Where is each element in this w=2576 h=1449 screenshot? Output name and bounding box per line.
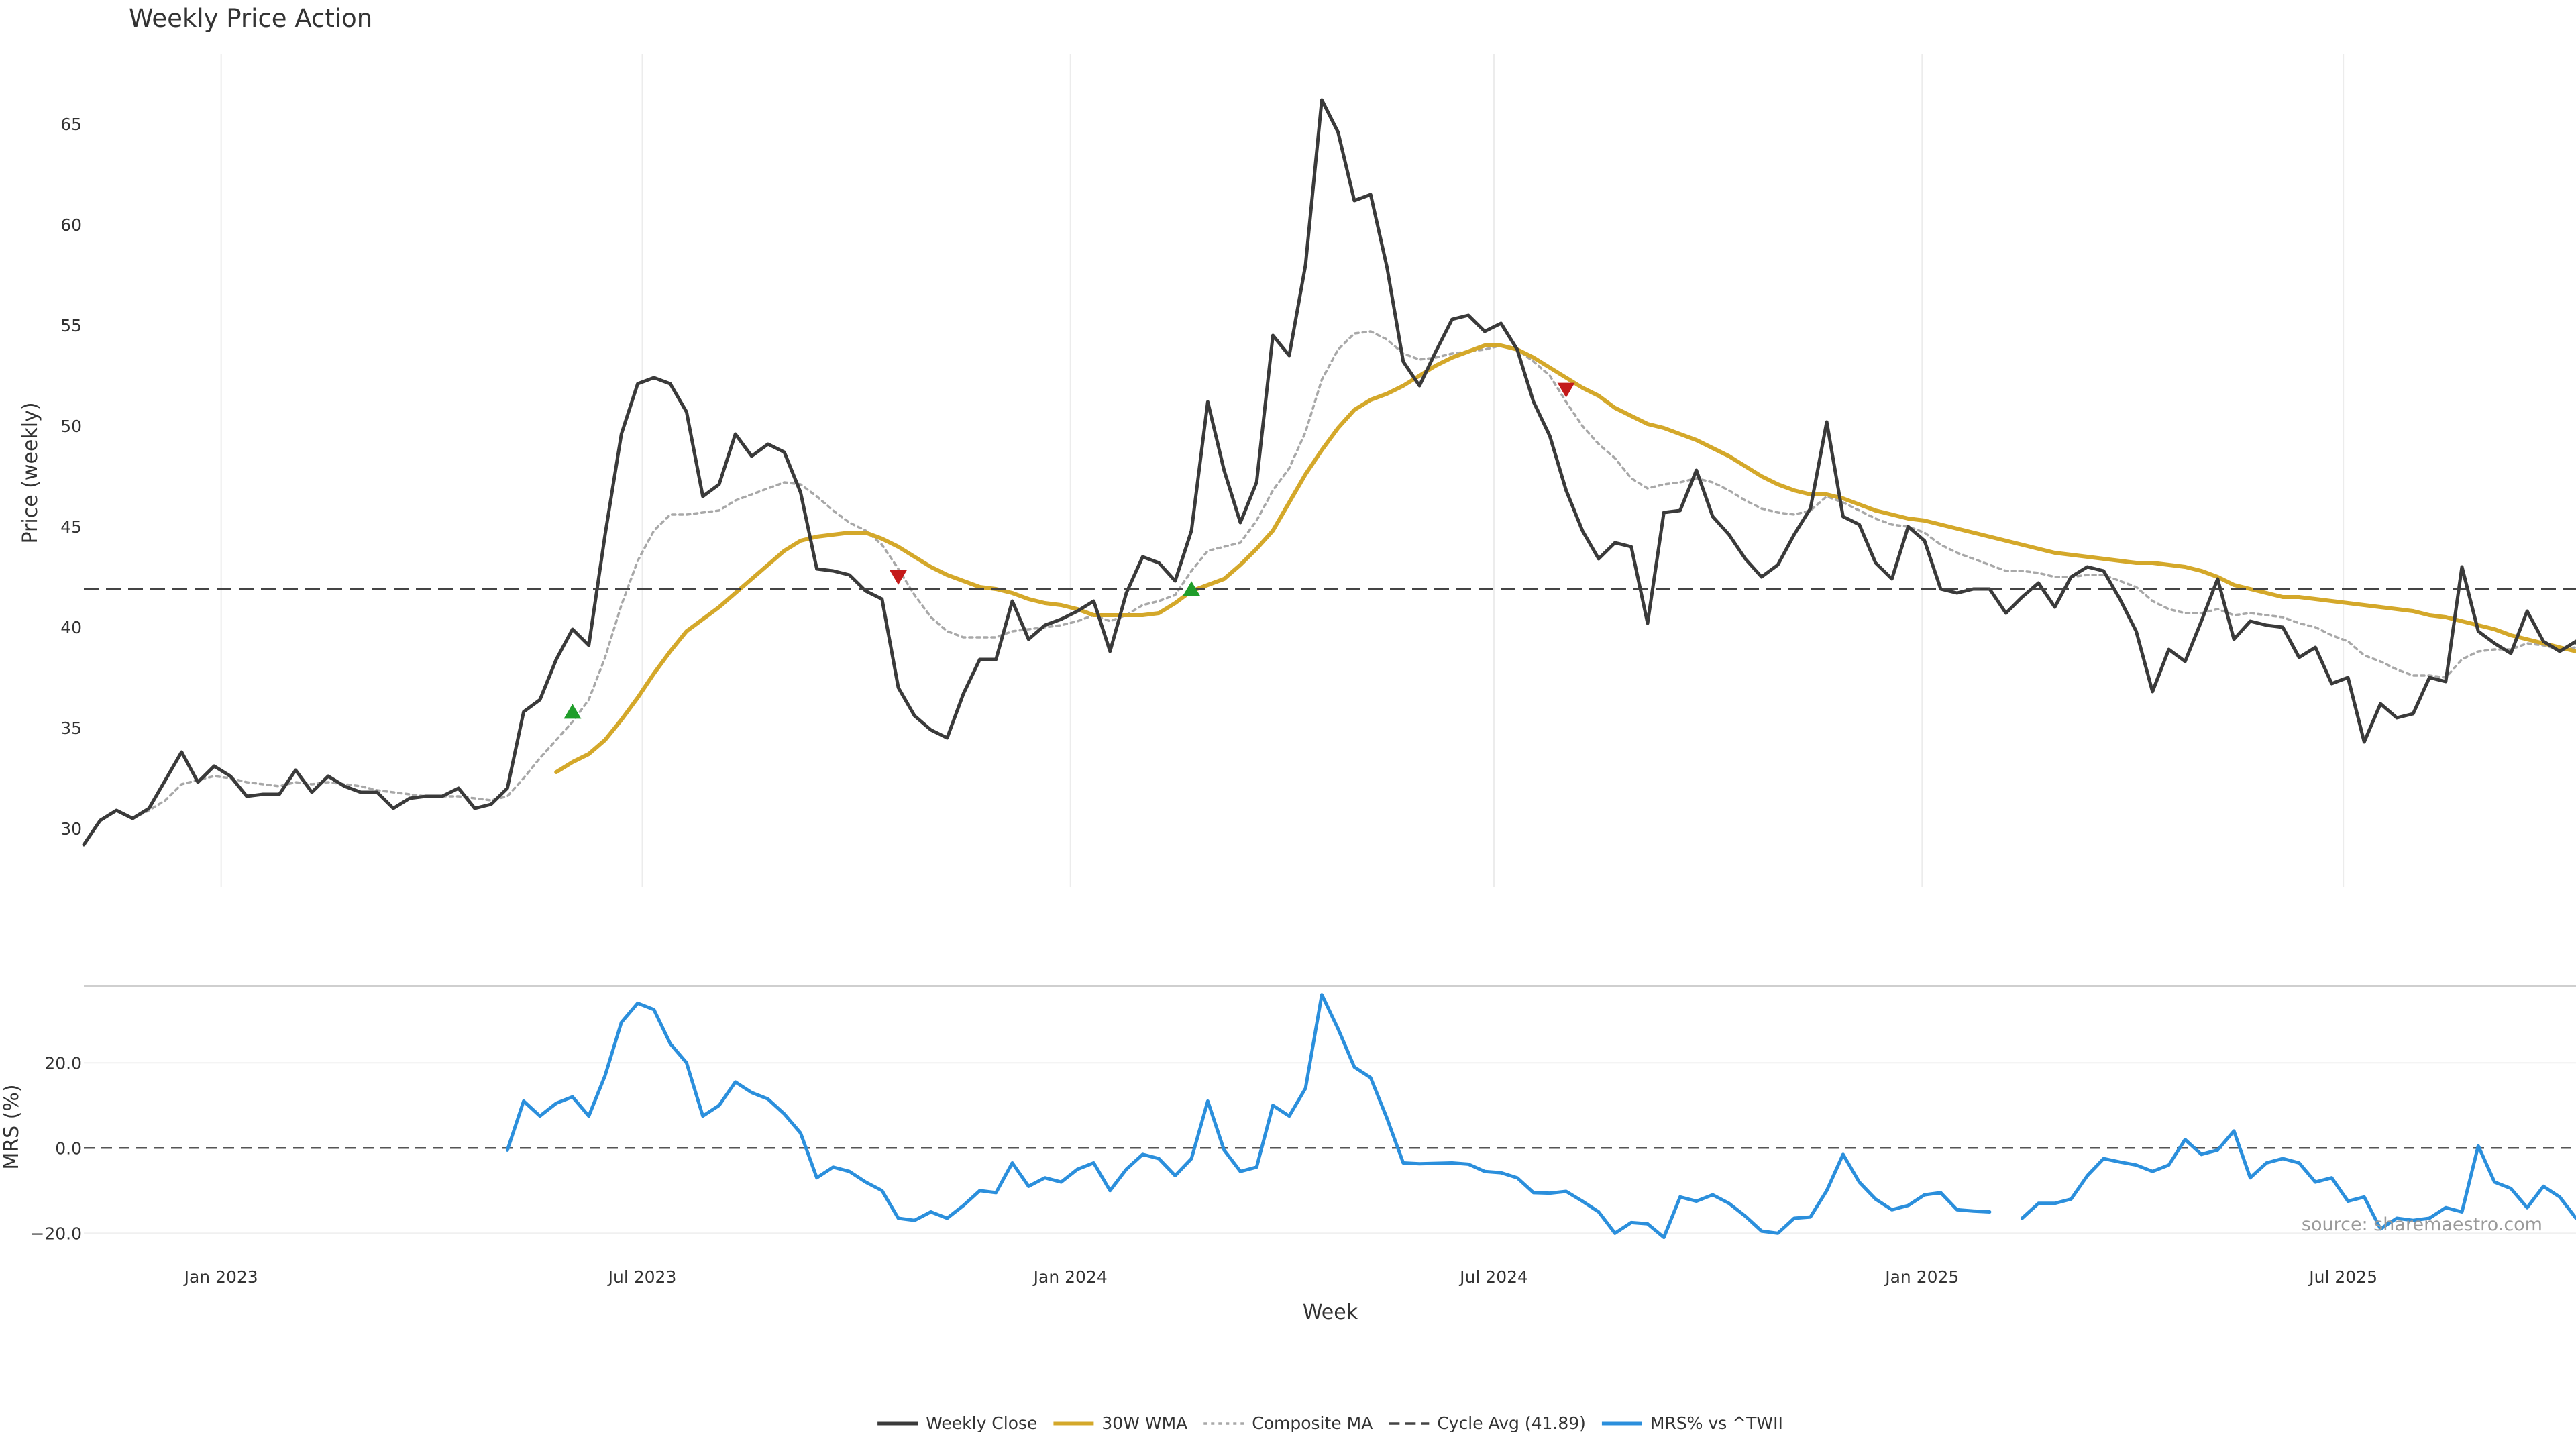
series-composite-ma-line	[131, 330, 2576, 820]
mrs-series-layer	[505, 993, 2576, 1240]
sell-signal-marker	[1557, 382, 1575, 398]
x-tick-label: Jan 2024	[1032, 1267, 1108, 1287]
legend-label: Weekly Close	[926, 1413, 1037, 1433]
legend-label: Composite MA	[1252, 1413, 1373, 1433]
price-y-tick-label: 60	[60, 215, 82, 235]
legend: Weekly Close 30W WMA Composite MA Cycle Avg…	[877, 1413, 1783, 1433]
mrs-axis-label: MRS (%)	[0, 1084, 23, 1169]
price-y-tick-label: 35	[60, 718, 82, 738]
series-mrs-line	[505, 993, 2576, 1240]
legend-label: Cycle Avg (41.89)	[1437, 1413, 1586, 1433]
x-tick-label: Jan 2023	[183, 1267, 258, 1287]
price-axis-label: Price (weekly)	[19, 402, 42, 543]
legend-label: MRS% vs ^TWII	[1650, 1413, 1783, 1433]
price-series-layer	[82, 98, 2576, 847]
x-tick-label: Jul 2025	[2308, 1267, 2377, 1287]
price-y-tick-label: 45	[60, 517, 82, 537]
signal-markers	[564, 382, 1575, 719]
price-grid	[220, 54, 2345, 887]
price-y-ticks: 30 35 40 45 50 55 60 65	[60, 115, 82, 839]
legend-label: 30W WMA	[1102, 1413, 1187, 1433]
buy-signal-marker	[564, 704, 582, 719]
price-y-tick-label: 50	[60, 417, 82, 436]
price-y-tick-label: 65	[60, 115, 82, 134]
x-tick-label: Jul 2023	[607, 1267, 677, 1287]
mrs-y-tick-label: −20.0	[30, 1224, 82, 1243]
mrs-y-tick-label: 0.0	[55, 1138, 82, 1158]
source-watermark: source: sharemaestro.com	[2302, 1214, 2542, 1235]
x-tick-label: Jul 2024	[1458, 1267, 1528, 1287]
price-y-tick-label: 40	[60, 618, 82, 637]
x-tick-label: Jan 2025	[1884, 1267, 1959, 1287]
chart-title: Weekly Price Action	[129, 4, 372, 33]
mrs-y-tick-label: 20.0	[44, 1053, 82, 1073]
price-y-tick-label: 30	[60, 819, 82, 839]
x-ticks: Jan 2023 Jul 2023 Jan 2024 Jul 2024 Jan 2025…	[183, 1267, 2377, 1287]
sell-signal-marker	[890, 570, 908, 585]
mrs-y-ticks: 20.0 0.0 −20.0	[30, 1053, 82, 1243]
series-weekly-close-line	[82, 98, 2576, 847]
buy-signal-marker	[1183, 581, 1201, 596]
series-30w-wma-line	[554, 343, 2576, 774]
x-axis-label: Week	[1303, 1301, 1358, 1324]
price-y-tick-label: 55	[60, 316, 82, 335]
mrs-grid	[84, 1062, 2576, 1234]
